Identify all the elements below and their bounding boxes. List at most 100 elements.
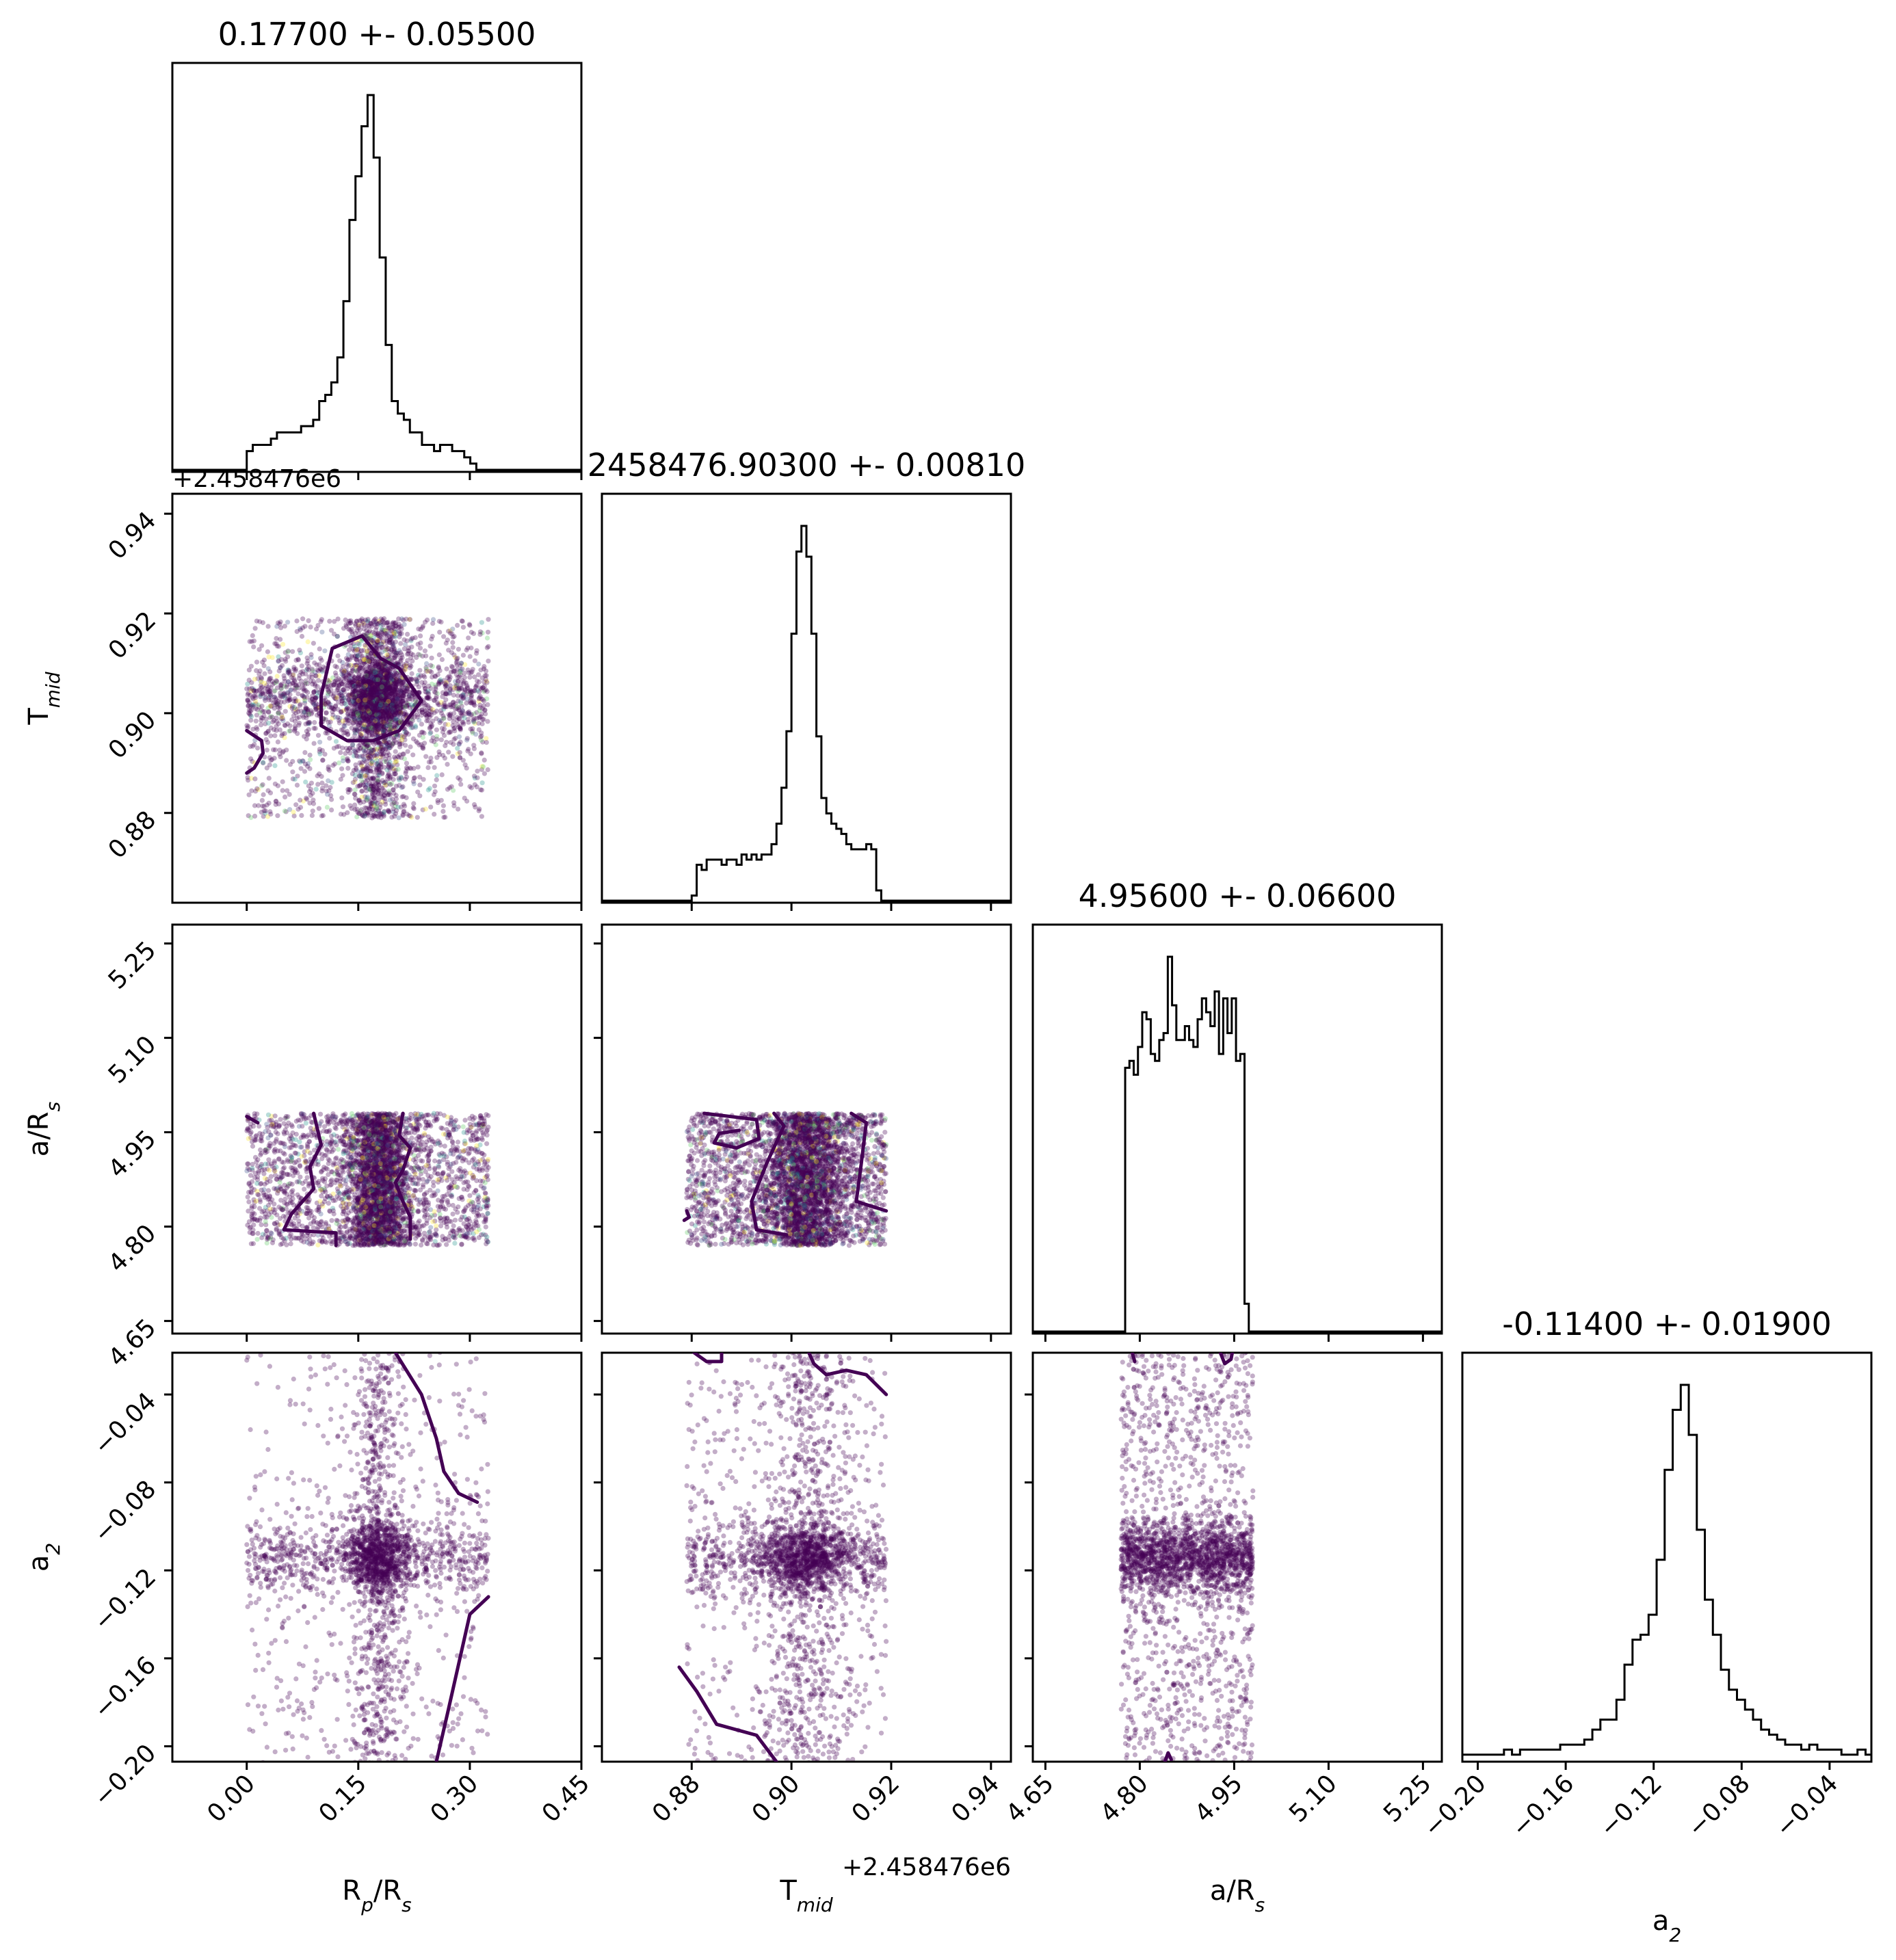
scatter-point xyxy=(397,659,403,665)
scatter-point xyxy=(354,711,360,716)
scatter-point xyxy=(254,688,260,694)
scatter-point xyxy=(383,790,389,795)
scatter-point xyxy=(397,688,403,693)
scatter-point xyxy=(397,739,402,744)
scatter-point xyxy=(397,676,403,682)
scatter-point xyxy=(446,750,451,755)
scatter-point xyxy=(369,679,374,685)
scatter-point xyxy=(477,806,482,812)
scatter-point xyxy=(391,809,396,815)
scatter-point xyxy=(436,752,443,758)
scatter-point xyxy=(392,704,397,710)
scatter-point xyxy=(393,793,399,798)
scatter-point xyxy=(373,674,378,679)
scatter-point xyxy=(363,700,368,705)
scatter-point xyxy=(333,739,339,744)
scatter-point xyxy=(433,690,438,696)
scatter-point xyxy=(389,711,395,716)
scatter-point xyxy=(274,702,280,707)
scatter-point xyxy=(330,715,335,721)
scatter-point xyxy=(381,696,386,702)
scatter-point xyxy=(469,645,474,651)
scatter-point xyxy=(391,644,397,649)
scatter-point xyxy=(343,676,348,681)
scatter-point xyxy=(379,703,385,708)
scatter-point xyxy=(378,673,383,678)
scatter-point xyxy=(265,666,271,672)
scatter-point xyxy=(367,761,373,767)
scatter-point xyxy=(372,687,378,693)
scatter-point xyxy=(363,674,368,680)
scatter-point xyxy=(272,781,278,786)
scatter-point xyxy=(459,618,464,624)
scatter-point xyxy=(458,682,464,687)
scatter-point xyxy=(322,752,328,757)
scatter-point xyxy=(359,653,365,659)
scatter-point xyxy=(373,699,378,704)
scatter-point xyxy=(395,693,401,699)
scatter-point xyxy=(363,728,368,733)
scatter-point xyxy=(320,758,326,763)
scatter-point xyxy=(486,644,491,650)
scatter-point xyxy=(366,683,372,689)
scatter-point xyxy=(261,804,267,809)
scatter-point xyxy=(412,1241,419,1247)
scatter-point xyxy=(382,687,387,692)
scatter-point xyxy=(346,678,352,684)
scatter-point xyxy=(387,711,393,716)
scatter-point xyxy=(484,673,489,678)
scatter-point xyxy=(408,676,414,682)
scatter-point xyxy=(363,704,368,709)
scatter-point xyxy=(374,801,380,806)
scatter-point xyxy=(431,698,437,703)
scatter-point xyxy=(360,813,366,819)
scatter-point xyxy=(332,670,338,676)
scatter-point xyxy=(425,696,431,701)
scatter-point xyxy=(265,624,271,629)
scatter-point xyxy=(287,698,292,703)
scatter-point xyxy=(443,640,449,646)
scatter-point xyxy=(369,670,374,676)
scatter-point xyxy=(427,731,433,737)
scatter-point xyxy=(382,628,387,633)
scatter-point xyxy=(476,672,482,678)
scatter-point xyxy=(373,675,378,681)
scatter-point xyxy=(429,655,434,661)
scatter-point xyxy=(354,709,359,715)
scatter-point xyxy=(363,773,369,778)
scatter-point xyxy=(396,692,401,698)
scatter-point xyxy=(441,732,447,739)
scatter-point xyxy=(386,691,392,697)
scatter-point xyxy=(387,712,393,717)
scatter-point xyxy=(362,713,367,719)
scatter-point xyxy=(374,753,380,758)
scatter-point xyxy=(373,716,378,722)
scatter-point xyxy=(465,646,471,651)
scatter-point xyxy=(428,706,434,711)
scatter-point xyxy=(351,711,356,717)
histogram-line-ars xyxy=(1033,955,1442,1333)
scatter-point xyxy=(407,617,413,622)
scatter-point xyxy=(371,691,376,696)
scatter-point xyxy=(476,808,482,814)
scatter-point xyxy=(312,660,317,665)
scatter-point xyxy=(428,663,434,668)
scatter-point xyxy=(406,693,412,698)
scatter-point xyxy=(266,697,272,703)
scatter-point xyxy=(345,758,351,764)
scatter-point xyxy=(382,679,387,685)
scatter-point xyxy=(440,690,446,696)
scatter-point xyxy=(396,710,402,716)
scatter-point xyxy=(305,639,311,645)
scatter-point xyxy=(375,688,380,693)
scatter-point xyxy=(309,674,315,680)
scatter-point xyxy=(405,749,410,754)
scatter-point xyxy=(358,709,364,715)
scatter-point xyxy=(364,674,370,679)
scatter-point xyxy=(380,698,385,704)
scatter-point xyxy=(245,697,250,702)
scatter-point xyxy=(382,680,387,686)
scatter-point xyxy=(393,676,399,682)
scatter-point xyxy=(378,686,383,691)
scatter-point xyxy=(330,675,336,680)
